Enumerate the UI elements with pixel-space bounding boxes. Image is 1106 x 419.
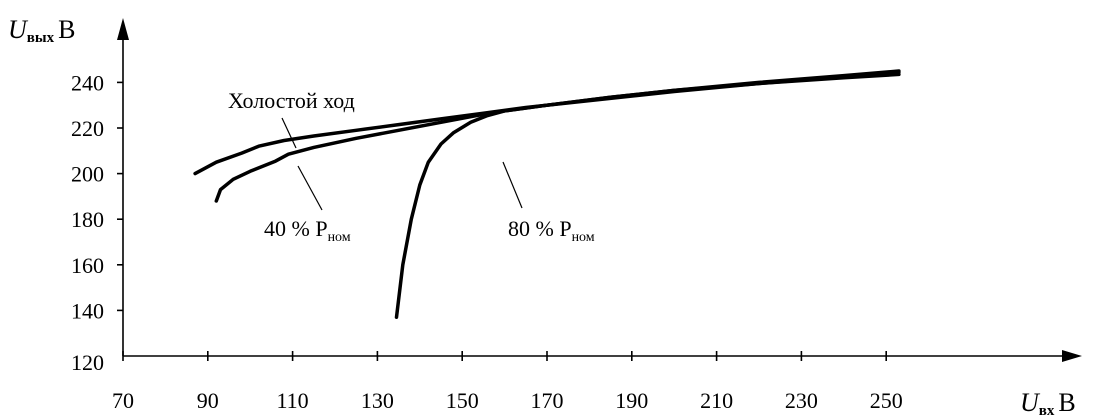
y-axis-arrow	[117, 18, 129, 40]
x-axis-label-subscript: вх	[1039, 403, 1055, 419]
y-tick-label: 180	[71, 207, 104, 232]
x-tick-label: 210	[700, 388, 733, 413]
y-axis-label-unit: В	[58, 15, 75, 44]
x-axis-arrow	[1062, 350, 1082, 362]
x-tick-label: 230	[785, 388, 818, 413]
y-tick-label: 240	[71, 70, 104, 95]
x-tick-label: 130	[361, 388, 394, 413]
annotation-80-percent: 80 % Pном	[508, 216, 595, 245]
axes	[117, 18, 1082, 362]
x-tick-label: 150	[446, 388, 479, 413]
series-line-80-percent	[394, 72, 901, 319]
x-axis-label-unit: В	[1058, 388, 1075, 417]
y-axis-label-subscript: вых	[27, 30, 55, 46]
annotation-40-text: 40 % P	[264, 216, 328, 241]
x-tick-label: 170	[531, 388, 564, 413]
x-axis-label: Uвх В	[1020, 388, 1076, 419]
x-tick-label: 110	[277, 388, 309, 413]
leader-line-80	[502, 161, 523, 209]
y-tick-group: 120 140 160 180 200 220 240	[71, 70, 123, 375]
x-tick-group: 70 90 110 130 150 170 190 210 230 250	[112, 351, 903, 413]
annotation-80-text: 80 % P	[508, 216, 572, 241]
leader-line-40	[297, 165, 323, 211]
annotation-no-load: Холостой ход	[228, 88, 355, 113]
y-tick-label: 160	[71, 253, 104, 278]
x-tick-label: 90	[197, 388, 219, 413]
y-tick-label: 220	[71, 116, 104, 141]
y-axis-label: Uвых В	[8, 15, 75, 46]
annotation-40-percent: 40 % Pном	[264, 216, 351, 245]
y-tick-label: 120	[71, 350, 104, 375]
x-axis-label-symbol: U	[1020, 388, 1041, 417]
leader-line-no-load	[281, 117, 297, 149]
x-tick-label: 190	[615, 388, 648, 413]
y-axis-label-symbol: U	[8, 15, 29, 44]
series-group	[193, 69, 901, 319]
annotation-group: Холостой ход 40 % Pном 80 % Pном	[228, 88, 595, 245]
annotation-80-subscript: ном	[572, 230, 595, 245]
x-tick-label: 70	[112, 388, 134, 413]
y-tick-label: 140	[71, 298, 104, 323]
y-tick-label: 200	[71, 162, 104, 187]
x-tick-label: 250	[870, 388, 903, 413]
annotation-40-subscript: ном	[328, 230, 351, 245]
annotation-no-load-text: Холостой ход	[228, 88, 355, 113]
